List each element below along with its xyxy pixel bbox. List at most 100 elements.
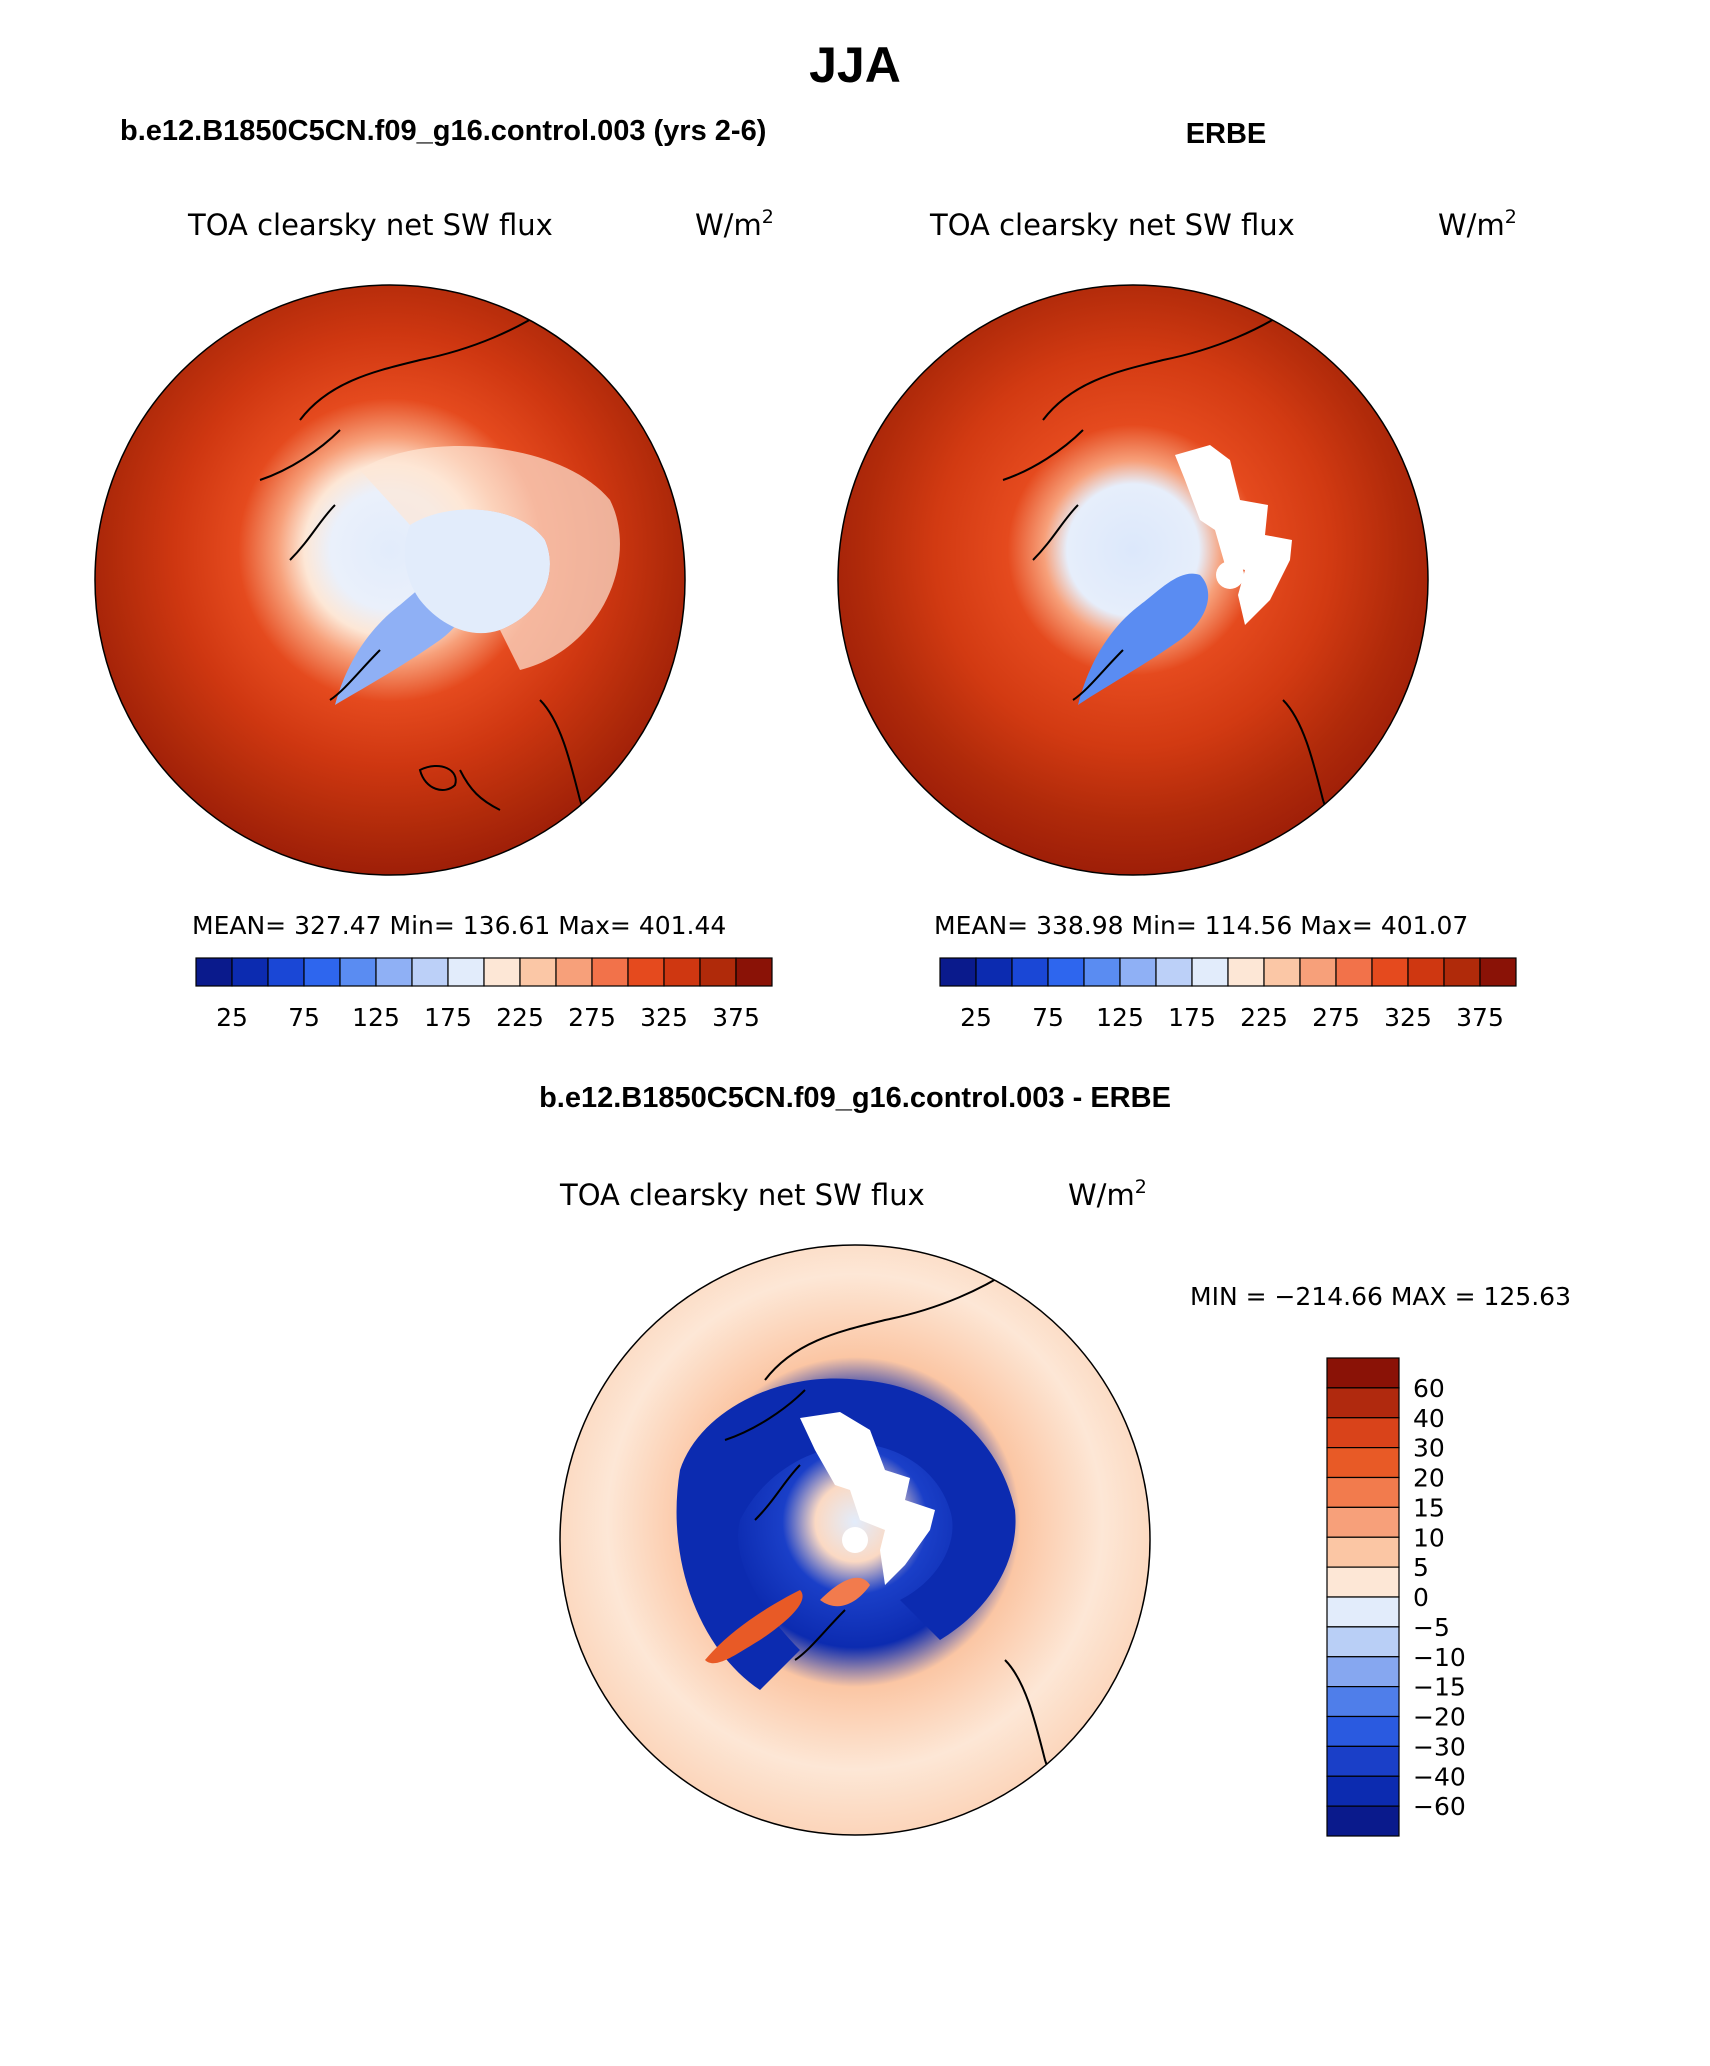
obs-colorbar: 25 75 125 175 225 275 325 375 [939, 957, 1517, 1032]
obs-colorbar-swatch [1119, 957, 1157, 987]
model-colorbar-swatch [735, 957, 773, 987]
diff-colorbar-swatch [1326, 1596, 1400, 1628]
model-colorbar-tick-label: 25 [216, 1003, 248, 1032]
diff-coastlines [724, 1259, 1086, 1821]
model-colorbar-tick-label: 275 [568, 1003, 616, 1032]
diff-colorbar-tick-label: 60 [1413, 1374, 1445, 1403]
obs-colorbar-tick-label: 75 [1032, 1003, 1064, 1032]
obs-colorbar-tick-label: 275 [1312, 1003, 1360, 1032]
model-colorbar-swatch [519, 957, 557, 987]
diff-colorbar-swatch [1326, 1656, 1400, 1688]
obs-colorbar-swatch [1299, 957, 1337, 987]
model-colorbar-tick-label: 75 [288, 1003, 320, 1032]
diff-colorbar-tick-label: −60 [1413, 1792, 1466, 1821]
obs-colorbar-swatch [1407, 957, 1445, 987]
model-panel-title: b.e12.B1850C5CN.f09_g16.control.003 (yrs… [120, 115, 766, 147]
diff-colorbar-swatch [1326, 1387, 1400, 1419]
model-stats: MEAN= 327.47 Min= 136.61 Max= 401.44 [192, 911, 726, 940]
diff-variable-label: TOA clearsky net SW flux [559, 1178, 925, 1212]
diff-positive-anomaly [705, 1590, 803, 1664]
model-map-boundary [94, 284, 686, 876]
obs-colorbar-tick-label: 325 [1384, 1003, 1432, 1032]
diff-colorbar-swatch [1326, 1626, 1400, 1658]
diff-map-boundary [559, 1244, 1151, 1836]
diff-panel: TOA clearsky net SW flux W/m2 MIN = −214… [559, 1176, 1571, 1837]
obs-colorbar-swatch [1155, 957, 1193, 987]
model-colorbar-swatch [195, 957, 233, 987]
obs-map [838, 285, 1428, 875]
diff-colorbar-tick-label: 20 [1413, 1464, 1445, 1493]
diff-colorbar-tick-label: −20 [1413, 1703, 1466, 1732]
model-units-label: W/m2 [695, 206, 774, 242]
obs-colorbar-tick-label: 125 [1096, 1003, 1144, 1032]
diff-colorbar-swatch [1326, 1476, 1400, 1508]
diff-colorbar-swatch [1326, 1536, 1400, 1568]
season-title: JJA [809, 37, 901, 93]
obs-coastlines [1002, 299, 1364, 861]
obs-variable-label: TOA clearsky net SW flux [929, 208, 1295, 242]
model-colorbar-swatch [411, 957, 449, 987]
obs-panel-title: ERBE [1186, 118, 1267, 150]
model-colorbar-swatch [339, 957, 377, 987]
obs-stats: MEAN= 338.98 Min= 114.56 Max= 401.07 [934, 911, 1468, 940]
obs-colorbar-swatch [1371, 957, 1409, 987]
diff-colorbar-swatch [1326, 1805, 1400, 1837]
obs-colorbar-swatch [1083, 957, 1121, 987]
model-colorbar-swatch [267, 957, 305, 987]
model-colorbar-swatch [231, 957, 269, 987]
obs-colorbar-swatch [1011, 957, 1049, 987]
obs-colorbar-swatch [1227, 957, 1265, 987]
diff-colorbar-swatch [1326, 1715, 1400, 1747]
obs-colorbar-swatch [975, 957, 1013, 987]
diff-colorbar-tick-label: 30 [1413, 1434, 1445, 1463]
obs-colorbar-swatch [1047, 957, 1085, 987]
model-seaice-region [404, 509, 550, 634]
diff-colorbar-swatch [1326, 1775, 1400, 1807]
obs-units-label: W/m2 [1438, 206, 1517, 242]
obs-colorbar-tick-label: 175 [1168, 1003, 1216, 1032]
obs-colorbar-swatch [1191, 957, 1229, 987]
diff-colorbar-swatch [1326, 1447, 1400, 1479]
diff-minmax: MIN = −214.66 MAX = 125.63 [1190, 1282, 1571, 1311]
diff-colorbar-swatch [1326, 1686, 1400, 1718]
model-colorbar-swatch [699, 957, 737, 987]
diff-colorbar-swatch [1326, 1417, 1400, 1449]
model-colorbar-tick-label: 325 [640, 1003, 688, 1032]
obs-colorbar-swatch [1479, 957, 1517, 987]
obs-colorbar-swatch [1263, 957, 1301, 987]
diff-panel-title: b.e12.B1850C5CN.f09_g16.control.003 - ER… [539, 1082, 1171, 1114]
diff-colorbar-tick-label: 15 [1413, 1493, 1445, 1522]
model-colorbar-tick-label: 375 [712, 1003, 760, 1032]
diff-colorbar-swatch [1326, 1506, 1400, 1538]
diff-colorbar-swatch [1326, 1745, 1400, 1777]
diff-units-label: W/m2 [1068, 1176, 1147, 1212]
model-colorbar-tick-label: 225 [496, 1003, 544, 1032]
obs-greenland-region [1078, 573, 1209, 705]
obs-data-gap [1175, 445, 1292, 625]
model-variable-label: TOA clearsky net SW flux [187, 208, 553, 242]
diff-colorbar-tick-label: 0 [1413, 1583, 1429, 1612]
diff-colorbar-tick-label: −10 [1413, 1643, 1466, 1672]
obs-colorbar-swatch [939, 957, 977, 987]
obs-colorbar-tick-label: 375 [1456, 1003, 1504, 1032]
diff-negative-anomaly [676, 1378, 1016, 1690]
diff-colorbar-tick-label: −5 [1413, 1613, 1450, 1642]
model-colorbar-tick-label: 125 [352, 1003, 400, 1032]
model-colorbar-swatch [447, 957, 485, 987]
diff-colorbar-swatch [1326, 1566, 1400, 1598]
obs-colorbar-swatch [1335, 957, 1373, 987]
model-colorbar-swatch [663, 957, 701, 987]
model-coastlines [259, 299, 621, 861]
model-colorbar: 25 75 125 175 225 275 325 375 [195, 957, 773, 1032]
obs-colorbar-tick-label: 225 [1240, 1003, 1288, 1032]
diff-colorbar-tick-label: 5 [1413, 1553, 1429, 1582]
obs-colorbar-tick-label: 25 [960, 1003, 992, 1032]
model-panel: TOA clearsky net SW flux W/m2 MEAN= 327.… [94, 206, 774, 1032]
diff-data-gap [800, 1412, 935, 1585]
model-colorbar-swatch [627, 957, 665, 987]
model-colorbar-tick-label: 175 [424, 1003, 472, 1032]
diff-colorbar-tick-label: −40 [1413, 1762, 1466, 1791]
model-colorbar-swatch [375, 957, 413, 987]
